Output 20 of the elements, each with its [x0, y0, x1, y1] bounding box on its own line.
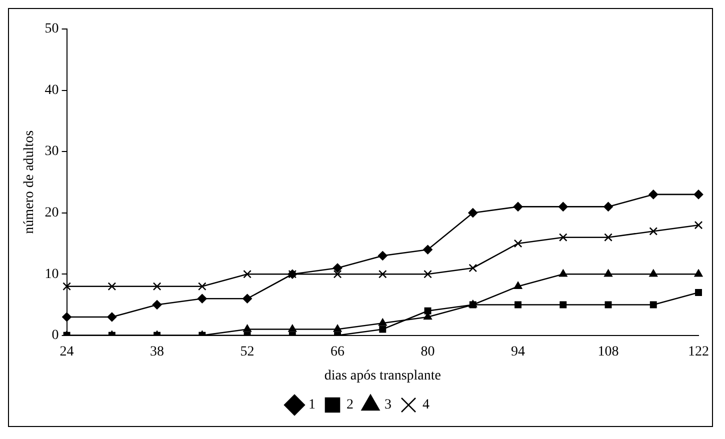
x-axis-title: dias após transplante: [324, 368, 441, 384]
x-tick-label: 24: [60, 344, 74, 360]
x-tick-label: 52: [240, 344, 254, 360]
x-tick-label: 66: [330, 344, 345, 360]
legend-label: 1: [308, 398, 316, 413]
legend-label: 4: [422, 398, 430, 413]
x-tick-label: 80: [420, 344, 435, 360]
y-tick-label: 0: [52, 328, 59, 344]
y-tick-label: 10: [44, 266, 59, 282]
y-axis-title: número de adultos: [22, 130, 38, 234]
y-tick-label: 30: [44, 144, 59, 160]
y-tick-label: 50: [44, 22, 59, 37]
legend-label: 3: [384, 398, 392, 413]
y-tick-label: 40: [44, 82, 59, 98]
legend-label: 2: [346, 398, 354, 413]
x-tick-label: 94: [511, 344, 526, 360]
y-tick-label: 20: [44, 206, 59, 221]
x-tick-label: 108: [598, 344, 619, 360]
x-tick-label: 122: [688, 344, 709, 360]
x-tick-label: 38: [150, 344, 164, 360]
